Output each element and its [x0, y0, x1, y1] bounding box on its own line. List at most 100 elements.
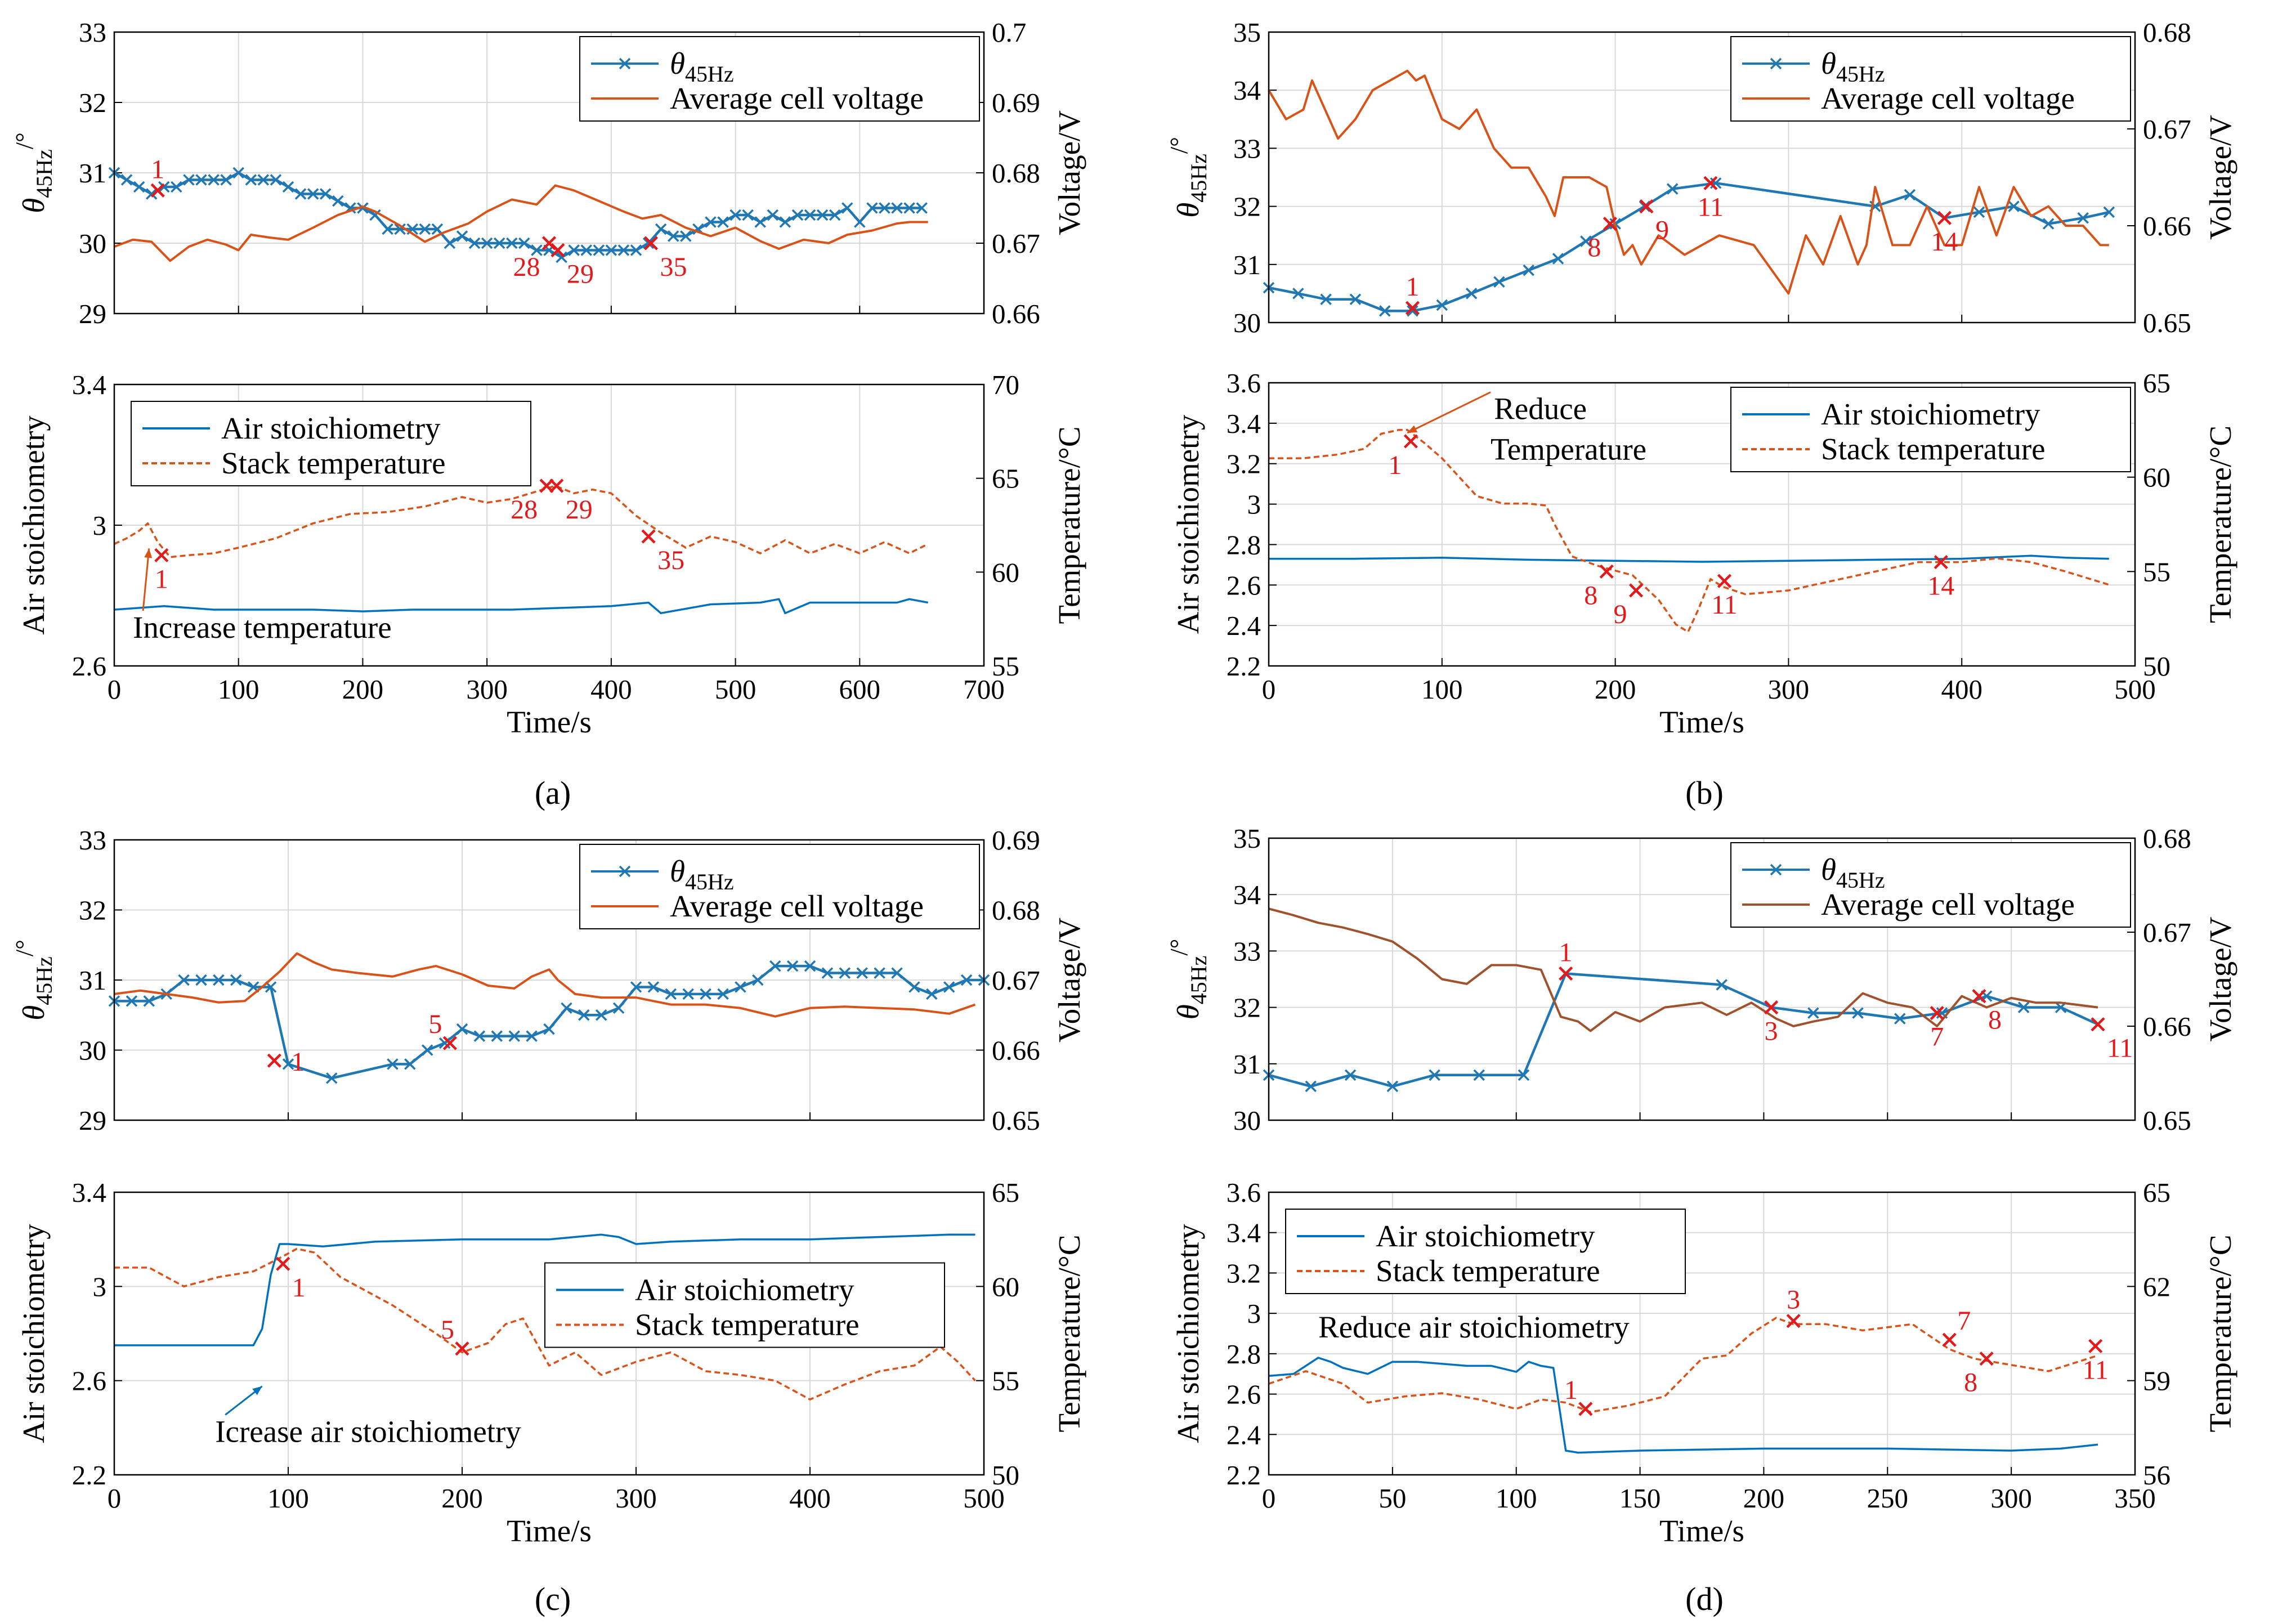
right-tick-label: 0.68	[992, 158, 1040, 189]
data-point-marker	[1473, 1069, 1485, 1081]
legend-box	[544, 1262, 945, 1348]
data-point-marker	[916, 202, 928, 214]
data-point-marker	[717, 216, 729, 228]
x-tick-label: 100	[218, 674, 259, 705]
data-point-marker	[183, 174, 195, 186]
legend-box	[1730, 387, 2131, 472]
data-point-marker	[879, 202, 890, 214]
left-tick-label: 33	[1233, 133, 1261, 164]
highlight-marker	[1979, 1352, 1994, 1366]
highlight-label: 14	[1927, 571, 1954, 601]
highlight-marker	[1405, 301, 1420, 315]
highlight-marker	[2091, 1017, 2105, 1032]
left-tick-label: 3.2	[1227, 1258, 1261, 1289]
data-point-marker	[1666, 183, 1679, 195]
right-tick-label: 50	[992, 1460, 1019, 1491]
highlight-marker	[1764, 1000, 1779, 1015]
right-tick-label: 0.65	[2143, 1105, 2191, 1136]
left-tick-label: 31	[1233, 249, 1261, 280]
x-tick-label: 500	[963, 1483, 1005, 1514]
highlight-marker	[1934, 554, 1948, 570]
left-tick-label: 2.6	[72, 651, 106, 682]
data-point-marker	[1305, 1080, 1317, 1093]
data-point-marker	[578, 1009, 590, 1021]
data-point-marker	[804, 209, 816, 221]
plot-frame	[1268, 382, 2136, 667]
highlight-label: 8	[1587, 233, 1601, 263]
data-point-marker	[655, 223, 667, 235]
data-point-marker	[580, 244, 592, 256]
x-tick-label: 100	[267, 1483, 309, 1514]
chart-c-top: 29 30 31 32 33 0.65 0.66 0.67 0.68 0.69 1 5 θ45Hz/° V…	[11, 825, 1086, 1136]
series-line	[1269, 554, 2109, 563]
annotation-arrowhead	[1407, 425, 1418, 433]
series-line	[114, 184, 928, 262]
data-point-marker	[595, 1009, 607, 1021]
highlight-label: 5	[441, 1315, 454, 1345]
data-point-marker	[1320, 293, 1332, 305]
data-point-marker	[561, 1002, 572, 1014]
x-tick-label: 0	[1262, 674, 1276, 705]
caption-a: (a)	[535, 775, 571, 811]
highlight-label: 14	[1931, 227, 1958, 257]
data-point-marker	[543, 1023, 555, 1035]
plot-frame	[113, 1191, 985, 1476]
highlight-label: 28	[513, 252, 540, 282]
data-point-marker	[431, 223, 444, 235]
data-point-marker	[245, 174, 257, 186]
x-tick-label: 200	[441, 1483, 483, 1514]
x-tick-label: 500	[2114, 674, 2156, 705]
data-point-marker	[444, 237, 456, 249]
data-point-marker	[1386, 1080, 1399, 1093]
highlight-marker	[549, 478, 564, 493]
data-point-marker	[508, 1030, 520, 1042]
series-line	[114, 485, 929, 558]
legend-label: θ45Hz	[670, 46, 734, 87]
annotation-text: Icrease air stoichiometry	[215, 1414, 521, 1448]
left-tick-label: 31	[1233, 1049, 1261, 1080]
right-tick-label: 0.67	[992, 228, 1040, 259]
right-tick-label: 56	[2143, 1460, 2170, 1491]
data-point-marker	[903, 202, 915, 214]
highlight-label: 3	[1765, 1017, 1778, 1046]
left-tick-label: 35	[1233, 823, 1261, 854]
data-point-marker	[220, 174, 232, 186]
data-point-marker	[208, 174, 220, 186]
data-point-marker	[909, 981, 920, 993]
left-tick-label: 35	[1233, 17, 1261, 48]
plot-frame	[113, 839, 985, 1121]
x-tick-label: 150	[1619, 1483, 1661, 1514]
data-point-marker	[700, 988, 711, 1000]
data-point-marker	[357, 202, 369, 214]
data-point-marker	[779, 216, 791, 228]
legend-label: Air stoichiometry	[1376, 1219, 1595, 1253]
data-point-marker	[531, 244, 543, 256]
left-tick-label: 32	[79, 895, 106, 926]
highlight-label: 5	[428, 1009, 442, 1039]
legend-label: Stack temperature	[635, 1308, 860, 1342]
caption-c: (c)	[535, 1581, 571, 1617]
legend-box	[1730, 842, 2131, 928]
highlight-label: 1	[1564, 1375, 1578, 1405]
right-axis-label: Voltage/V	[1052, 918, 1086, 1043]
data-point-marker	[839, 967, 851, 979]
right-tick-label: 65	[2143, 368, 2170, 399]
data-point-marker	[307, 188, 319, 200]
data-point-marker	[891, 967, 903, 979]
series-line	[1268, 972, 2098, 1088]
data-point-marker	[232, 167, 244, 179]
data-point-marker	[1379, 305, 1391, 317]
data-point-marker	[647, 981, 660, 993]
right-tick-label: 0.68	[992, 895, 1040, 926]
chart-d-top: 30 31 32 33 34 35 0.65 0.66 0.67 0.68 1 3 7 8 11 θ45Hz/…	[1165, 823, 2237, 1136]
annotation-arrow	[142, 548, 150, 611]
series-line	[114, 598, 929, 615]
data-point-marker	[791, 209, 804, 221]
highlight-label: 7	[1957, 1306, 1971, 1336]
data-point-marker	[1493, 276, 1505, 288]
x-tick-label: 300	[1768, 674, 1810, 705]
data-point-marker	[382, 223, 393, 235]
highlight-label: 9	[1655, 216, 1669, 245]
data-point-marker	[1973, 206, 1985, 218]
data-point-marker	[2103, 206, 2115, 218]
